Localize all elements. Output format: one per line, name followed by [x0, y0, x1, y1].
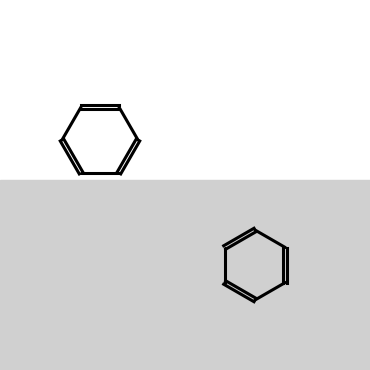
- Bar: [0, 180, 370, 370]
